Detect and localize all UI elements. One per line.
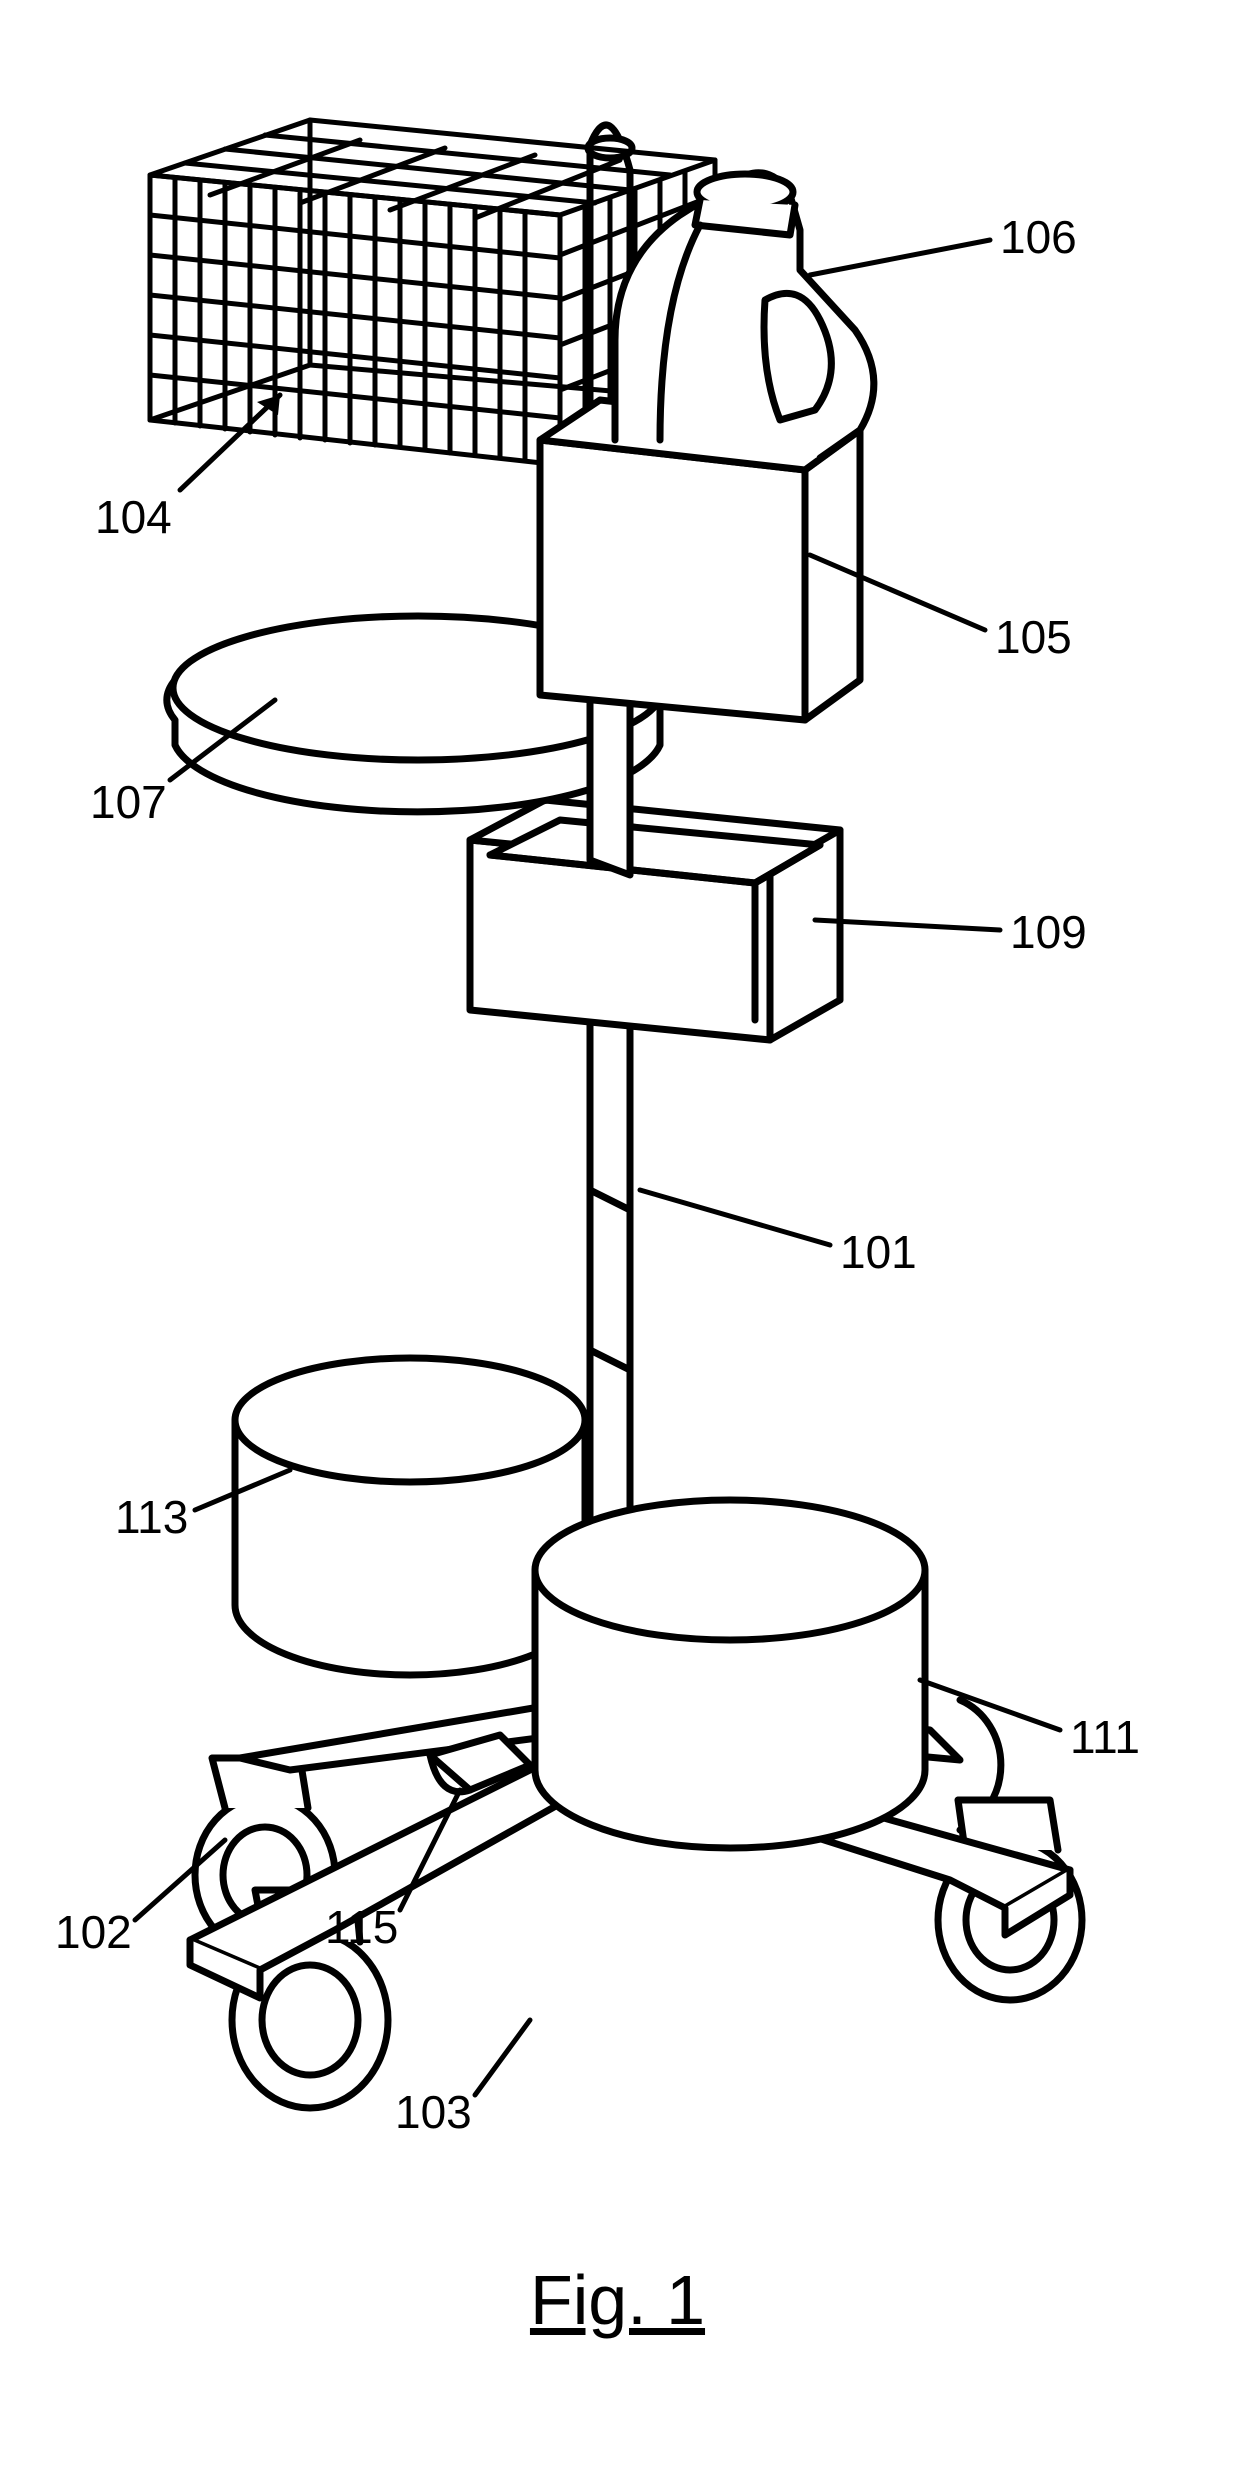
label-106: 106	[1000, 210, 1077, 264]
label-101: 101	[840, 1225, 917, 1279]
label-104: 104	[95, 490, 172, 544]
label-109: 109	[1010, 905, 1087, 959]
label-102: 102	[55, 1905, 132, 1959]
label-111: 111	[1070, 1710, 1140, 1764]
figure-caption: Fig. 1	[0, 2260, 1235, 2340]
label-115: 115	[325, 1900, 398, 1954]
label-107: 107	[90, 775, 167, 829]
label-103: 103	[395, 2085, 472, 2139]
figure-drawing	[0, 0, 1235, 2491]
label-105: 105	[995, 610, 1072, 664]
label-113: 113	[115, 1490, 188, 1544]
patent-figure-page: 106 105 104 107 109 101 113 111 115 102 …	[0, 0, 1235, 2491]
